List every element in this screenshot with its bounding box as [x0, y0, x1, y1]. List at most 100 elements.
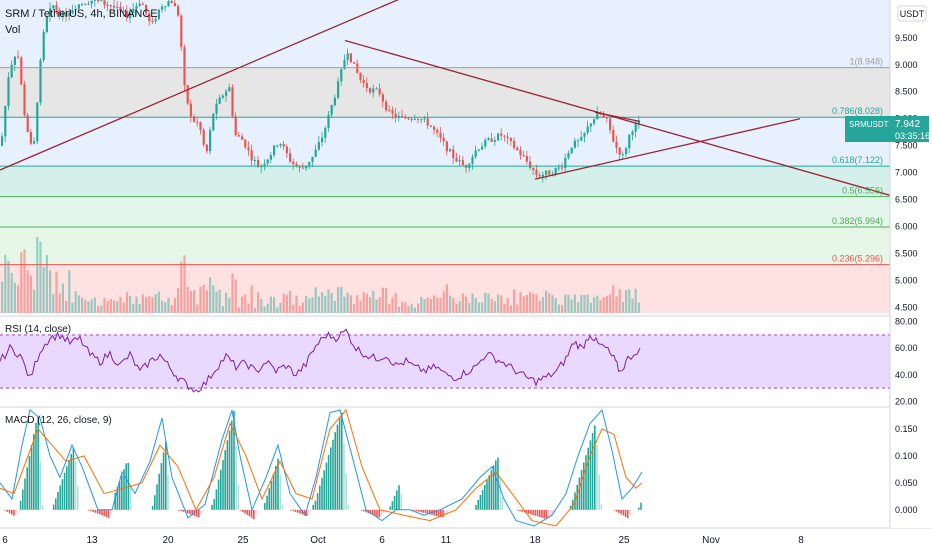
- candle-body: [311, 156, 314, 162]
- macd-histogram-bar: [281, 504, 284, 510]
- macd-histogram-bar: [217, 479, 220, 510]
- macd-histogram-bar: [224, 450, 226, 510]
- macd-histogram-bar: [270, 480, 273, 510]
- volume-bar: [33, 289, 36, 313]
- macd-histogram-bar: [323, 470, 325, 510]
- macd-histogram-bar: [345, 473, 347, 510]
- candle-body: [589, 123, 592, 127]
- macd-histogram-bar: [415, 509, 418, 512]
- macd-histogram-bar: [127, 462, 130, 510]
- macd-histogram-bar: [314, 500, 317, 510]
- macd-histogram-bar: [303, 509, 306, 516]
- macd-histogram-bar: [228, 430, 231, 510]
- candle-body: [97, 0, 100, 1]
- macd-histogram-bar: [422, 509, 424, 513]
- candle-body: [586, 126, 589, 133]
- volume-bar: [170, 305, 173, 313]
- candle-body: [628, 134, 631, 149]
- volume-bar: [381, 287, 384, 313]
- volume-bar: [455, 303, 458, 313]
- macd-histogram-bar: [215, 489, 218, 510]
- macd-histogram-bar: [569, 505, 572, 510]
- candle-body: [234, 116, 237, 136]
- volume-bar: [13, 282, 16, 313]
- volume-bars: [1, 236, 640, 313]
- volume-bar: [321, 292, 324, 313]
- candle-body: [503, 135, 506, 137]
- fib-zones: [0, 0, 890, 313]
- candle-body: [189, 103, 192, 117]
- macd-histogram-bar: [332, 439, 334, 510]
- macd-histogram-bar: [195, 509, 198, 517]
- volume-bar: [426, 297, 429, 313]
- macd-histogram-bar: [200, 509, 202, 514]
- macd-histogram-bar: [442, 509, 444, 518]
- volume-bar: [333, 300, 336, 313]
- macd-histogram-bar: [118, 480, 121, 510]
- time-tick: 11: [441, 535, 452, 546]
- time-tick: 6: [379, 535, 385, 546]
- candle-body: [269, 155, 272, 160]
- fib-label: 0.786(8.028): [832, 106, 883, 116]
- candle-body: [61, 12, 64, 16]
- candle-body: [407, 118, 410, 120]
- volume-bar: [503, 303, 506, 313]
- macd-histogram-bar: [70, 453, 72, 510]
- currency-button[interactable]: USDT: [897, 5, 927, 22]
- volume-bar: [330, 292, 333, 313]
- macd-histogram-bar: [325, 462, 328, 510]
- volume-bar: [42, 267, 45, 313]
- macd-histogram-bar: [389, 506, 391, 510]
- candle-body: [554, 168, 557, 175]
- price-tick: 8.500: [895, 87, 918, 97]
- volume-bar: [375, 299, 378, 313]
- volume-bar: [157, 291, 160, 313]
- candle-body: [193, 116, 196, 122]
- candle-body: [385, 101, 388, 111]
- macd-tick: 0.100: [895, 451, 918, 461]
- volume-bar: [567, 294, 570, 313]
- volume-bar: [116, 301, 119, 313]
- macd-histogram-bar: [598, 474, 600, 510]
- macd-histogram-bar: [380, 509, 383, 517]
- macd-histogram-bar: [585, 455, 587, 510]
- candle-body: [135, 5, 138, 9]
- macd-histogram-bar: [112, 509, 114, 512]
- volume-bar: [23, 249, 26, 313]
- volume-bar: [29, 275, 32, 313]
- candle-body: [129, 12, 132, 19]
- rsi-band: [0, 334, 890, 389]
- macd-histogram-bar: [220, 469, 222, 510]
- volume-bar: [461, 293, 464, 313]
- candle-body: [497, 133, 500, 141]
- candle-body: [343, 59, 346, 70]
- macd-histogram-bar: [440, 509, 442, 517]
- candle-body: [36, 102, 39, 142]
- volume-bar: [164, 302, 167, 313]
- volume-bar: [119, 296, 122, 313]
- fib-label: 0.382(5.994): [832, 216, 883, 226]
- volume-bar: [279, 302, 282, 313]
- macd-histogram-bar: [391, 501, 394, 510]
- price-tick: 7.000: [895, 168, 918, 178]
- macd-histogram-bar: [519, 509, 521, 512]
- macd-histogram-bar: [101, 509, 103, 516]
- candle-body: [4, 106, 7, 137]
- candle-body: [545, 170, 548, 175]
- macd-histogram-bar: [543, 509, 545, 519]
- macd-histogram-bar: [316, 493, 319, 510]
- volume-bar: [148, 296, 151, 313]
- candle-body: [84, 4, 87, 6]
- candle-body: [170, 1, 173, 4]
- volume-bar: [52, 294, 55, 313]
- volume-bar: [471, 293, 474, 313]
- volume-bar: [36, 236, 39, 313]
- candle-body: [317, 142, 320, 150]
- macd-histogram-bar: [347, 504, 350, 510]
- macd-histogram-bar: [233, 410, 235, 510]
- macd-pane: [0, 408, 643, 527]
- macd-histogram-bar: [374, 509, 376, 516]
- candle-body: [58, 9, 61, 16]
- candle-body: [618, 147, 621, 155]
